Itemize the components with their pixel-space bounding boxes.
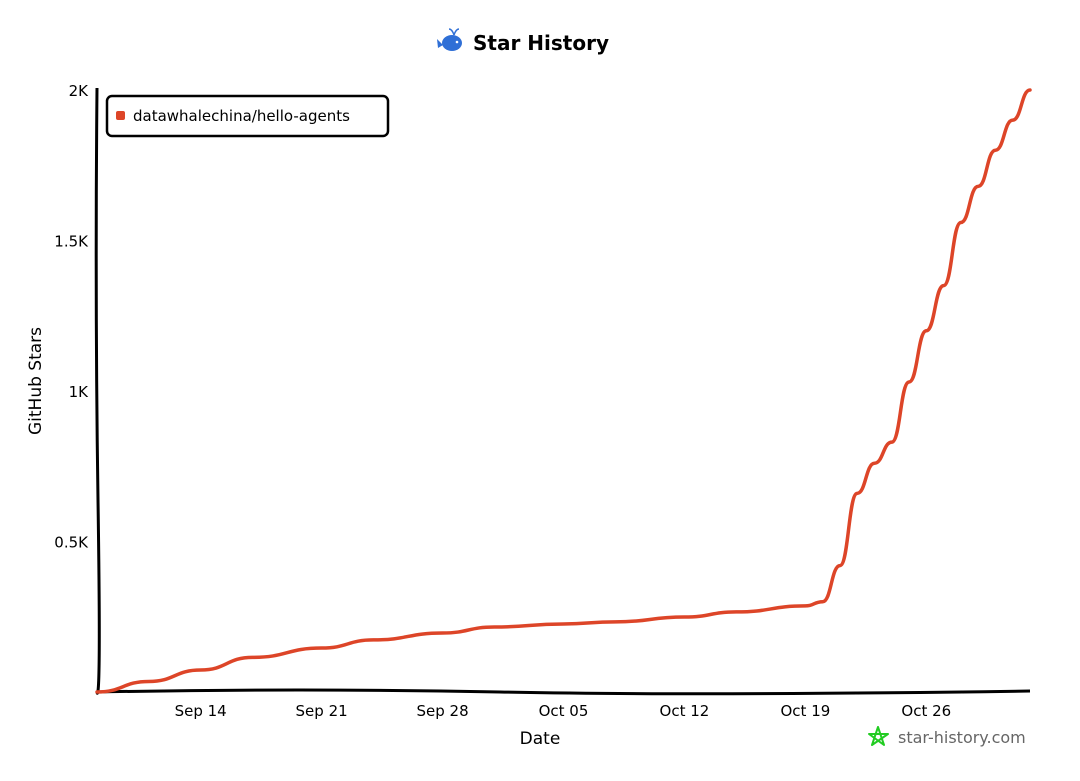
chart-title: Star History <box>437 28 609 55</box>
x-tick-label: Sep 21 <box>296 702 348 720</box>
whale-logo-icon <box>437 28 462 51</box>
legend-box <box>105 94 390 138</box>
y-axis-line <box>94 87 101 695</box>
x-tick-label: Oct 26 <box>901 702 951 720</box>
y-tick-label: 0.5K <box>54 534 89 552</box>
x-tick-label: Sep 28 <box>416 702 468 720</box>
y-tick-label: 1K <box>69 383 90 401</box>
legend-swatch <box>116 111 125 120</box>
watermark-text[interactable]: star-history.com <box>898 728 1026 747</box>
y-tick-label: 1.5K <box>54 233 89 251</box>
axes <box>94 87 1031 696</box>
chart-title-text: Star History <box>473 31 609 55</box>
x-tick-label: Sep 14 <box>175 702 227 720</box>
star-icon <box>868 726 889 746</box>
x-tick-label: Oct 05 <box>539 702 589 720</box>
y-tick-label: 2K <box>69 82 90 100</box>
x-tick-label: Oct 12 <box>660 702 710 720</box>
legend: datawhalechina/hello-agents <box>105 94 390 138</box>
x-tick-label: Oct 19 <box>780 702 830 720</box>
watermark[interactable]: star-history.com <box>868 726 1026 747</box>
legend-label: datawhalechina/hello-agents <box>133 107 350 125</box>
x-axis-line <box>95 688 1031 696</box>
series-line-hello-agents <box>95 88 1032 694</box>
x-axis-title: Date <box>520 729 561 749</box>
y-axis-title: GitHub Stars <box>26 327 46 435</box>
